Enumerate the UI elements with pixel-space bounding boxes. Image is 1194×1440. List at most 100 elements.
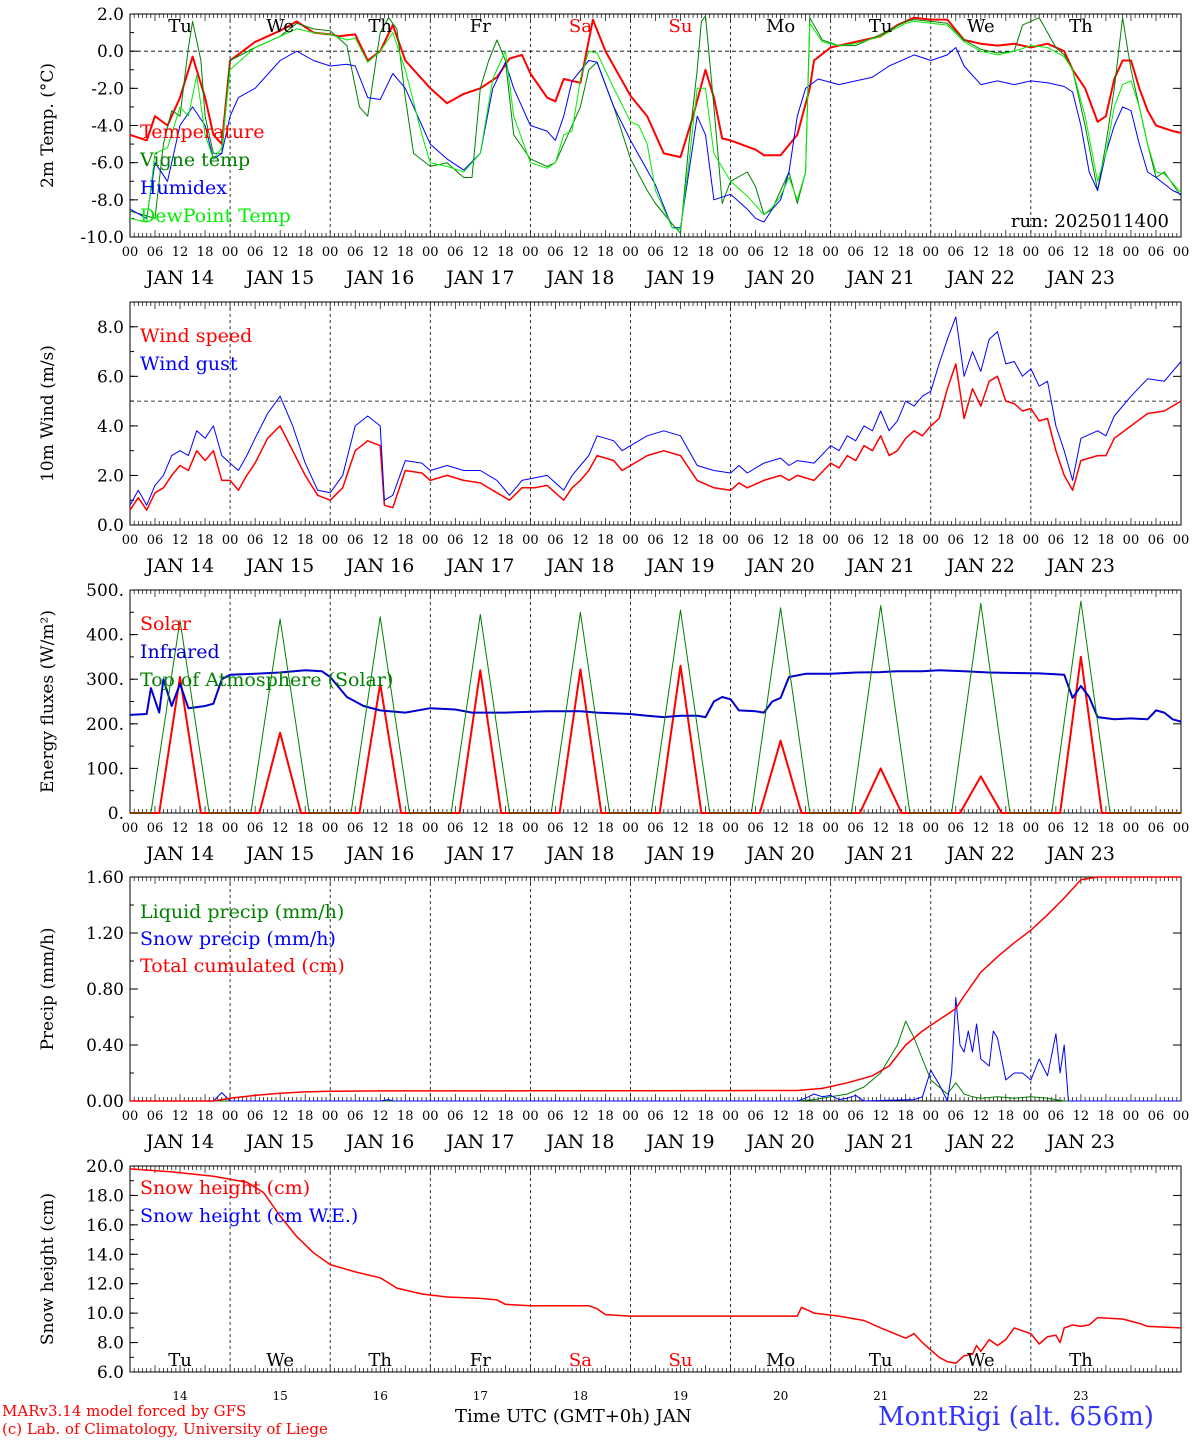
hour-label: 18	[297, 821, 314, 836]
y-tick-label: 0.	[108, 804, 124, 824]
series-line-liquid-precip-mm-h-	[130, 1020, 1181, 1102]
hour-label: 00	[422, 821, 439, 836]
day-number-label: 14	[172, 1389, 188, 1403]
hour-label: 00	[222, 533, 239, 548]
date-label: JAN 23	[1045, 1131, 1115, 1153]
weekday-label: Tu	[869, 16, 893, 37]
hour-label: 06	[147, 821, 164, 836]
hour-label: 18	[998, 821, 1015, 836]
hour-label: 00	[822, 533, 839, 548]
hour-label: 18	[697, 821, 714, 836]
hour-label: 06	[647, 533, 664, 548]
hour-label: 12	[372, 533, 389, 548]
y-tick-label: 300.	[86, 670, 124, 690]
date-label: JAN 17	[444, 1131, 514, 1153]
day-number-label: 20	[773, 1389, 788, 1403]
date-label: JAN 21	[845, 267, 915, 289]
y-axis-label: Energy fluxes (W/m²)	[38, 610, 58, 793]
date-label: JAN 19	[644, 555, 714, 577]
hour-label: 00	[1023, 821, 1040, 836]
hour-label: 00	[622, 821, 639, 836]
y-tick-label: 0.00	[86, 1092, 124, 1112]
series-line-snow-precip-mm-h-	[130, 996, 1181, 1102]
hour-label: 12	[872, 245, 889, 260]
hour-label: 18	[397, 245, 414, 260]
hour-label: 06	[547, 821, 564, 836]
date-label: JAN 22	[945, 555, 1015, 577]
hour-label: 18	[197, 821, 214, 836]
date-label: JAN 20	[745, 1131, 815, 1153]
weekday-label: We	[967, 1350, 995, 1371]
weekday-label: Th	[368, 16, 392, 37]
date-label: JAN 14	[144, 555, 214, 577]
hour-label: 06	[948, 1109, 965, 1124]
hour-label: 12	[172, 1109, 189, 1124]
hour-label: 00	[622, 245, 639, 260]
hour-label: 12	[973, 533, 990, 548]
hour-label: 12	[1073, 245, 1090, 260]
day-number-label: 19	[673, 1389, 688, 1403]
y-tick-label: 8.0	[97, 1334, 124, 1354]
day-number-label: 16	[373, 1389, 388, 1403]
legend-entry: Solar	[140, 613, 192, 635]
copyright-credit: (c) Lab. of Climatology, University of L…	[2, 1420, 328, 1438]
date-label: JAN 14	[144, 267, 214, 289]
hour-label: 00	[722, 821, 739, 836]
hour-label: 00	[922, 1109, 939, 1124]
date-label: JAN 22	[945, 1131, 1015, 1153]
hour-label: 18	[497, 821, 514, 836]
hour-label: 18	[897, 533, 914, 548]
hour-label: 06	[247, 1109, 264, 1124]
date-label: JAN 19	[644, 843, 714, 865]
date-label: JAN 20	[745, 843, 815, 865]
hour-label: 12	[973, 1109, 990, 1124]
hour-label: 06	[847, 1109, 864, 1124]
weekday-label: Sa	[569, 16, 592, 37]
date-label: JAN 15	[244, 267, 314, 289]
hour-label: 12	[572, 245, 589, 260]
hour-label: 06	[747, 533, 764, 548]
hour-label: 00	[1123, 1109, 1140, 1124]
y-tick-label: -10.0	[80, 228, 124, 248]
date-label: JAN 17	[444, 267, 514, 289]
hour-label: 06	[147, 1109, 164, 1124]
date-label: JAN 23	[1045, 843, 1115, 865]
hour-label: 18	[1098, 1109, 1115, 1124]
y-tick-label: 8.0	[97, 318, 124, 338]
weekday-label: Fr	[470, 16, 491, 37]
hour-label: 12	[1073, 821, 1090, 836]
hour-label: 00	[222, 821, 239, 836]
date-label: JAN 22	[945, 843, 1015, 865]
day-number-label: 15	[273, 1389, 288, 1403]
hour-label: 12	[472, 533, 489, 548]
hour-label: 06	[1048, 1109, 1065, 1124]
hour-label: 00	[1173, 245, 1190, 260]
weekday-label: Mo	[766, 16, 795, 37]
y-tick-label: 100.	[86, 759, 124, 779]
hour-label: 06	[1048, 533, 1065, 548]
hour-label: 06	[547, 533, 564, 548]
date-label: JAN 20	[745, 555, 815, 577]
series-line-vigne-temp	[129, 15, 1182, 234]
hour-label: 12	[372, 245, 389, 260]
hour-label: 06	[447, 245, 464, 260]
legend-entry: Temperature	[140, 121, 264, 143]
hour-label: 06	[948, 533, 965, 548]
hour-label: 18	[497, 1109, 514, 1124]
legend-entry: Snow precip (mm/h)	[140, 928, 336, 950]
hour-label: 00	[522, 533, 539, 548]
hour-label: 12	[672, 1109, 689, 1124]
date-label: JAN 14	[144, 1131, 214, 1153]
panel-1: 2.0 0.0 -2.0 -4.0 -6.0 -8.0 -10.0 2m Temp. (°C)…	[38, 5, 1189, 289]
hour-label: 18	[197, 245, 214, 260]
hour-label: 18	[197, 533, 214, 548]
panel-4: 1.60 1.20 0.80 0.40 0.00 Precip (mm/h) Liquid …	[38, 868, 1189, 1153]
hour-label: 18	[998, 245, 1015, 260]
legend-entry: Snow height (cm)	[140, 1177, 310, 1199]
weekday-label: Tu	[869, 1350, 893, 1371]
hour-label: 12	[172, 245, 189, 260]
date-label: JAN 16	[344, 1131, 414, 1153]
legend-entry: Total cumulated (cm)	[140, 955, 345, 977]
hour-label: 00	[1123, 533, 1140, 548]
hour-label: 06	[347, 1109, 364, 1124]
